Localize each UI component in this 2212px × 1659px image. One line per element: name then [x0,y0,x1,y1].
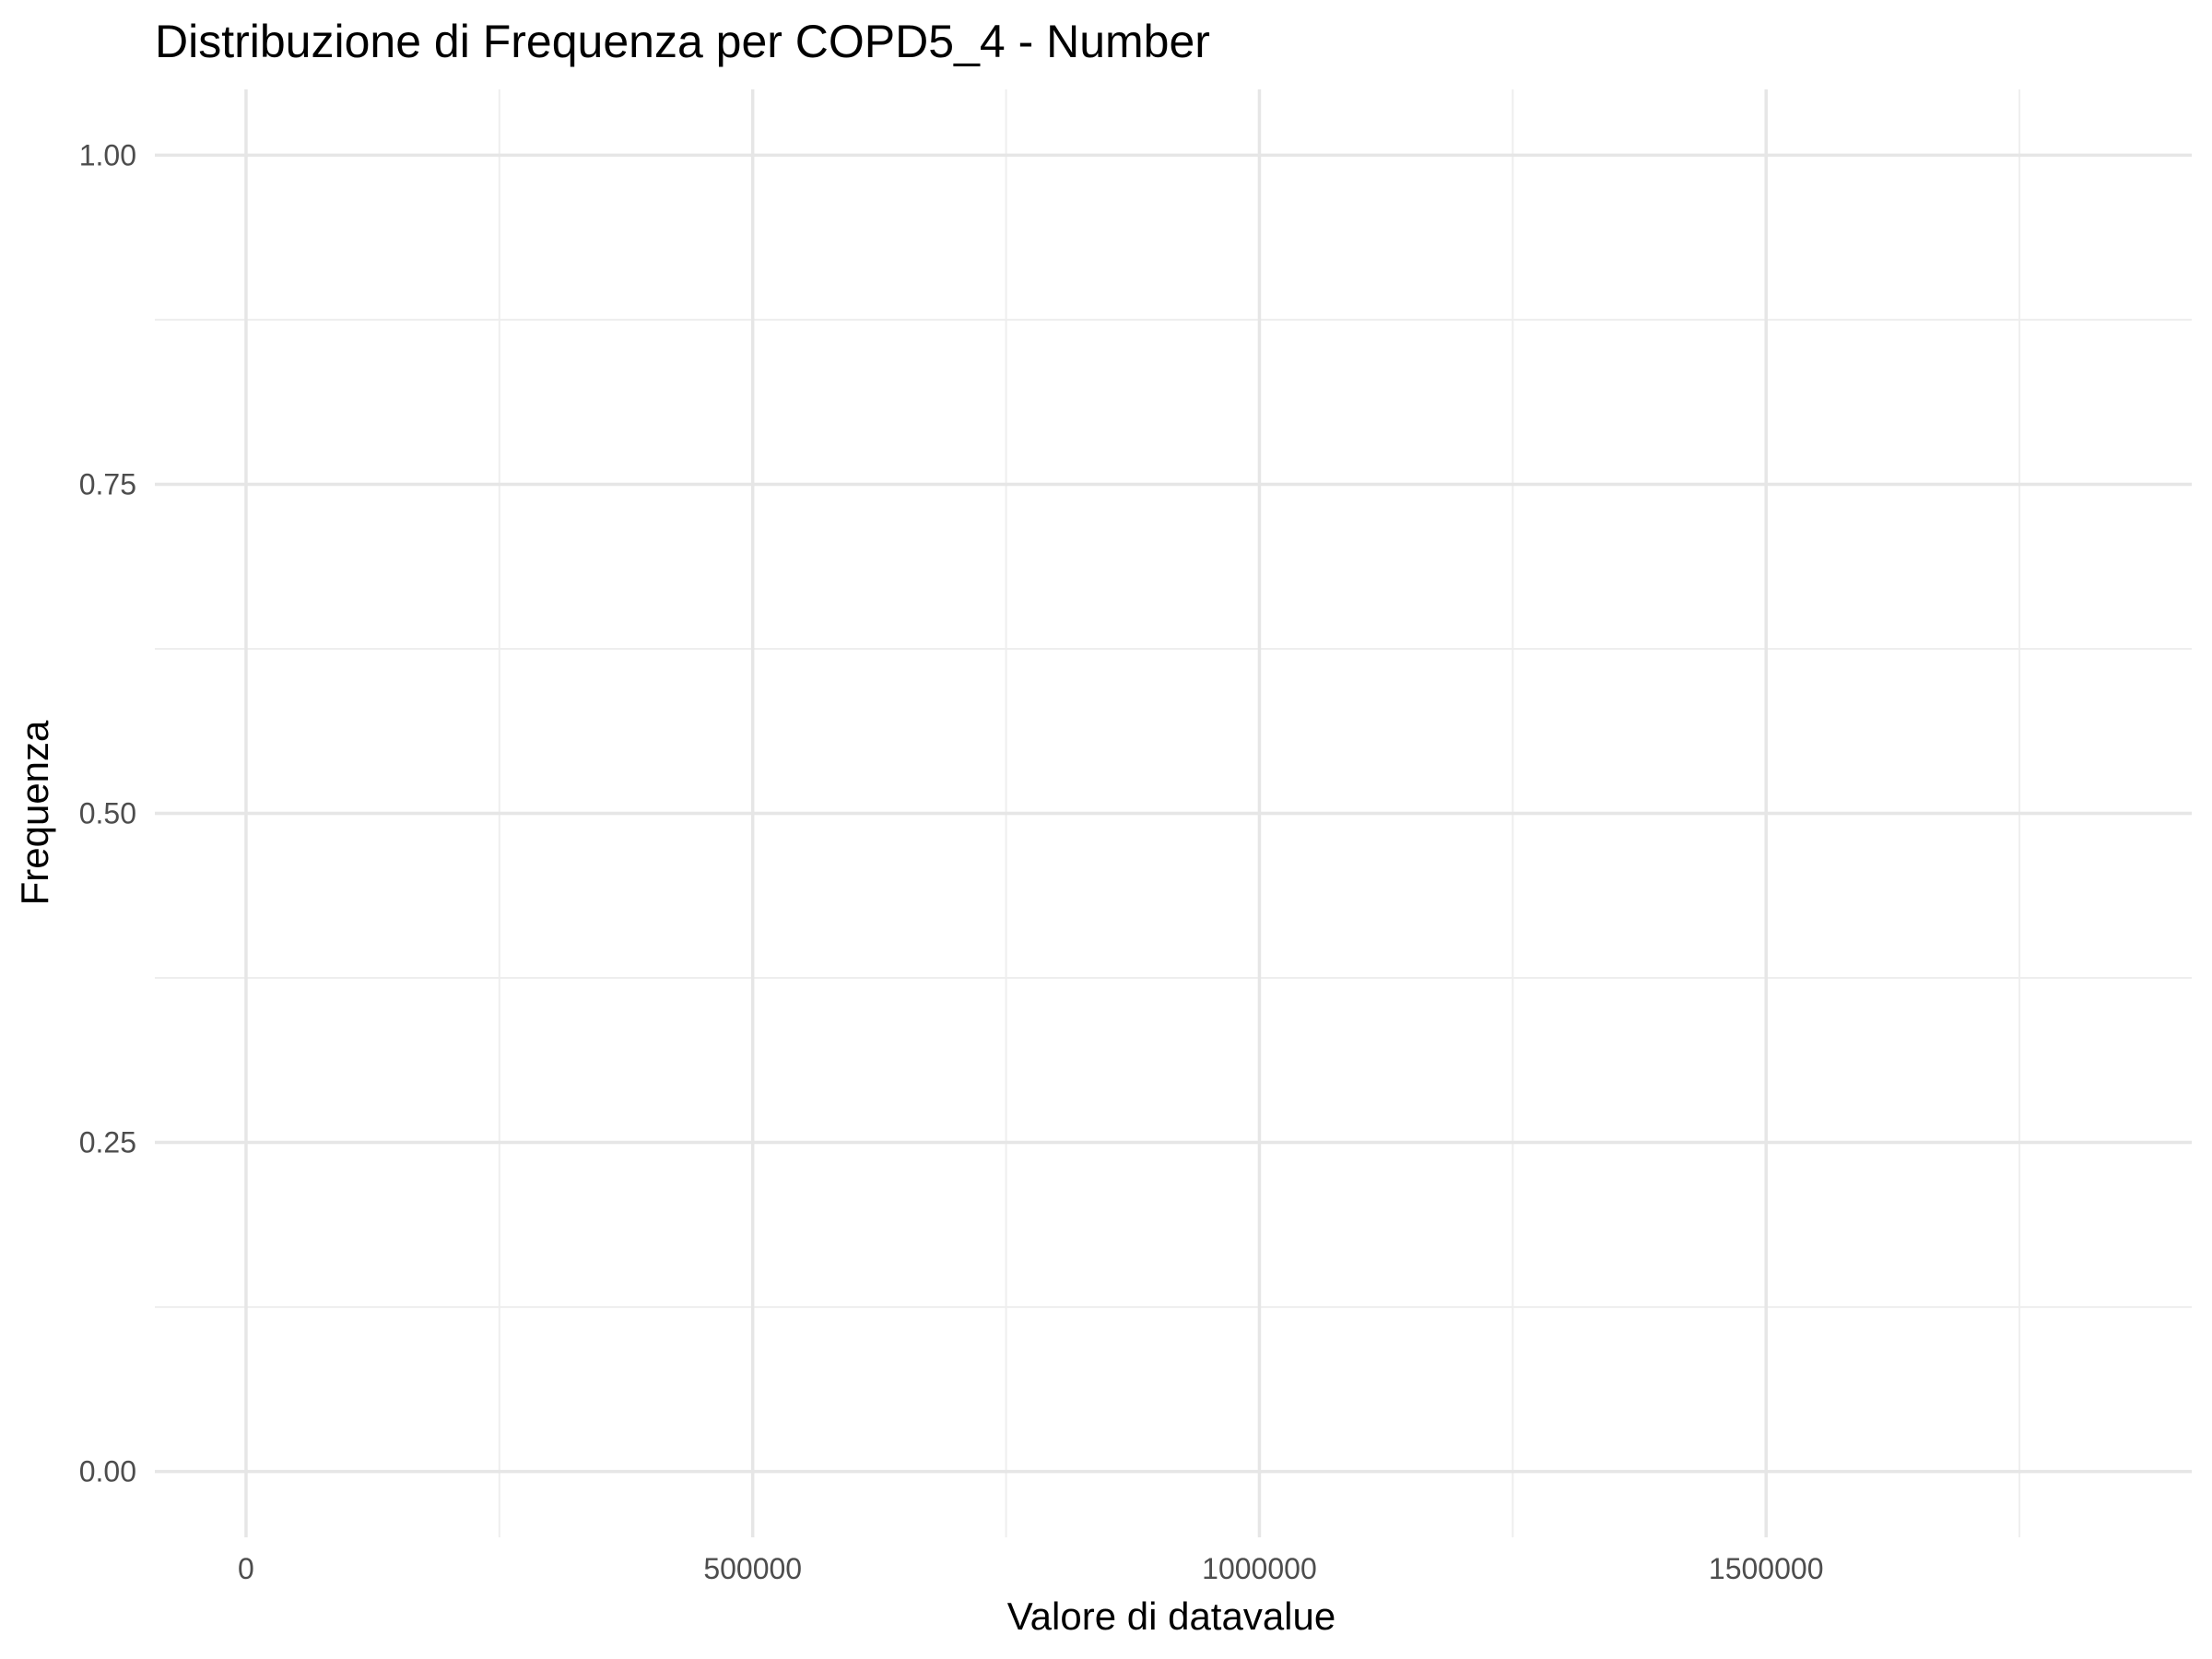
y-tick-label: 0.25 [79,1126,136,1159]
y-tick-label: 0.50 [79,797,136,830]
minor-y-gridlines [155,318,2192,1309]
x-tick-label: 1500000 [1709,1552,1824,1585]
x-tick-labels: 0 500000 1000000 1500000 [238,1552,1823,1585]
y-tick-label: 0.00 [79,1455,136,1488]
x-tick-label: 500000 [703,1552,802,1585]
y-axis-label: Frequenza [13,720,56,905]
y-tick-labels: 0.00 0.25 0.50 0.75 1.00 [79,138,136,1488]
x-tick-label: 1000000 [1202,1552,1317,1585]
major-y-gridlines [155,153,2192,1474]
y-tick-label: 0.75 [79,467,136,500]
x-tick-label: 0 [238,1552,254,1585]
y-tick-label: 1.00 [79,138,136,171]
x-axis-label: Valore di datavalue [1007,1594,1335,1638]
chart-title: Distribuzione di Frequenza per COPD5_4 -… [155,16,1210,67]
major-x-gridlines [244,89,1768,1537]
